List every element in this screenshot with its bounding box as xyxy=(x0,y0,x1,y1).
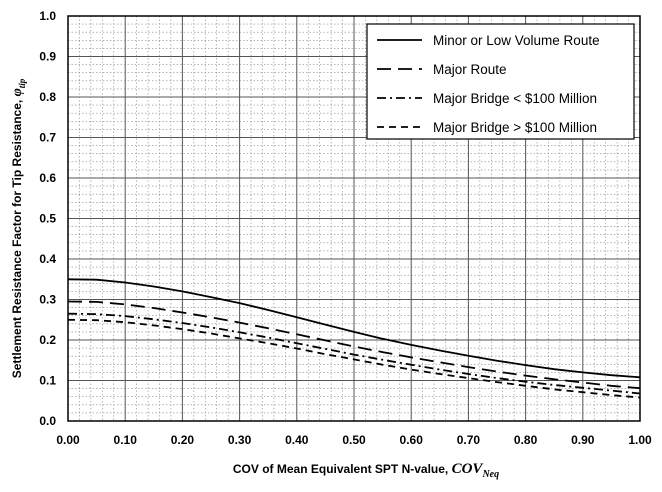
x-tick-label: 0.80 xyxy=(514,433,538,447)
y-tick-label: 0.8 xyxy=(39,90,56,104)
legend-label-1: Minor or Low Volume Route xyxy=(433,33,600,48)
series-layer xyxy=(67,278,641,399)
x-tick-label: 0.50 xyxy=(342,433,366,447)
y-tick-label: 0.2 xyxy=(39,333,56,347)
x-tick-label: 0.30 xyxy=(228,433,252,447)
series-line-1 xyxy=(67,278,641,379)
legend-label-2: Major Route xyxy=(433,62,507,77)
legend-box xyxy=(366,23,635,140)
x-tick-label: 0.20 xyxy=(171,433,195,447)
x-tick-label: 0.40 xyxy=(285,433,309,447)
x-tick-label: 0.10 xyxy=(114,433,138,447)
y-tick-label: 0.7 xyxy=(39,131,56,145)
series-line-4 xyxy=(67,318,641,399)
x-tick-label: 0.90 xyxy=(571,433,595,447)
x-tick-label: 0.00 xyxy=(56,433,80,447)
y-tick-label: 0.4 xyxy=(39,252,56,266)
y-tick-labels: 0.0 0.1 0.2 0.3 0.4 0.5 0.6 0.7 0.8 0.9 1.0 xyxy=(39,9,56,428)
x-tick-labels: 0.00 0.10 0.20 0.30 0.40 0.50 0.60 0.70 0.80 0.90… xyxy=(56,433,652,447)
y-axis-title: Settlement Resistance Factor for Tip Res… xyxy=(10,78,27,378)
y-tick-label: 0.6 xyxy=(39,171,56,185)
series-line-2 xyxy=(67,300,641,390)
legend-label-3: Major Bridge < $100 Million xyxy=(433,91,597,106)
y-tick-label: 0.5 xyxy=(39,212,56,226)
y-tick-label: 0.1 xyxy=(39,374,56,388)
series-line-3 xyxy=(67,312,641,395)
x-tick-label: 0.70 xyxy=(457,433,481,447)
y-tick-label: 0.3 xyxy=(39,293,56,307)
x-tick-label: 1.00 xyxy=(628,433,652,447)
plot-frame xyxy=(67,15,641,422)
y-tick-label: 0.0 xyxy=(39,414,56,428)
x-tick-label: 0.60 xyxy=(400,433,424,447)
legend-label-4: Major Bridge > $100 Million xyxy=(433,120,597,135)
legend: Minor or Low Volume Route Major Route Majo… xyxy=(366,23,635,140)
x-axis-title: COV of Mean Equivalent SPT N-value, COVN… xyxy=(233,461,499,480)
y-tick-label: 1.0 xyxy=(39,9,56,23)
y-tick-label: 0.9 xyxy=(39,50,56,64)
